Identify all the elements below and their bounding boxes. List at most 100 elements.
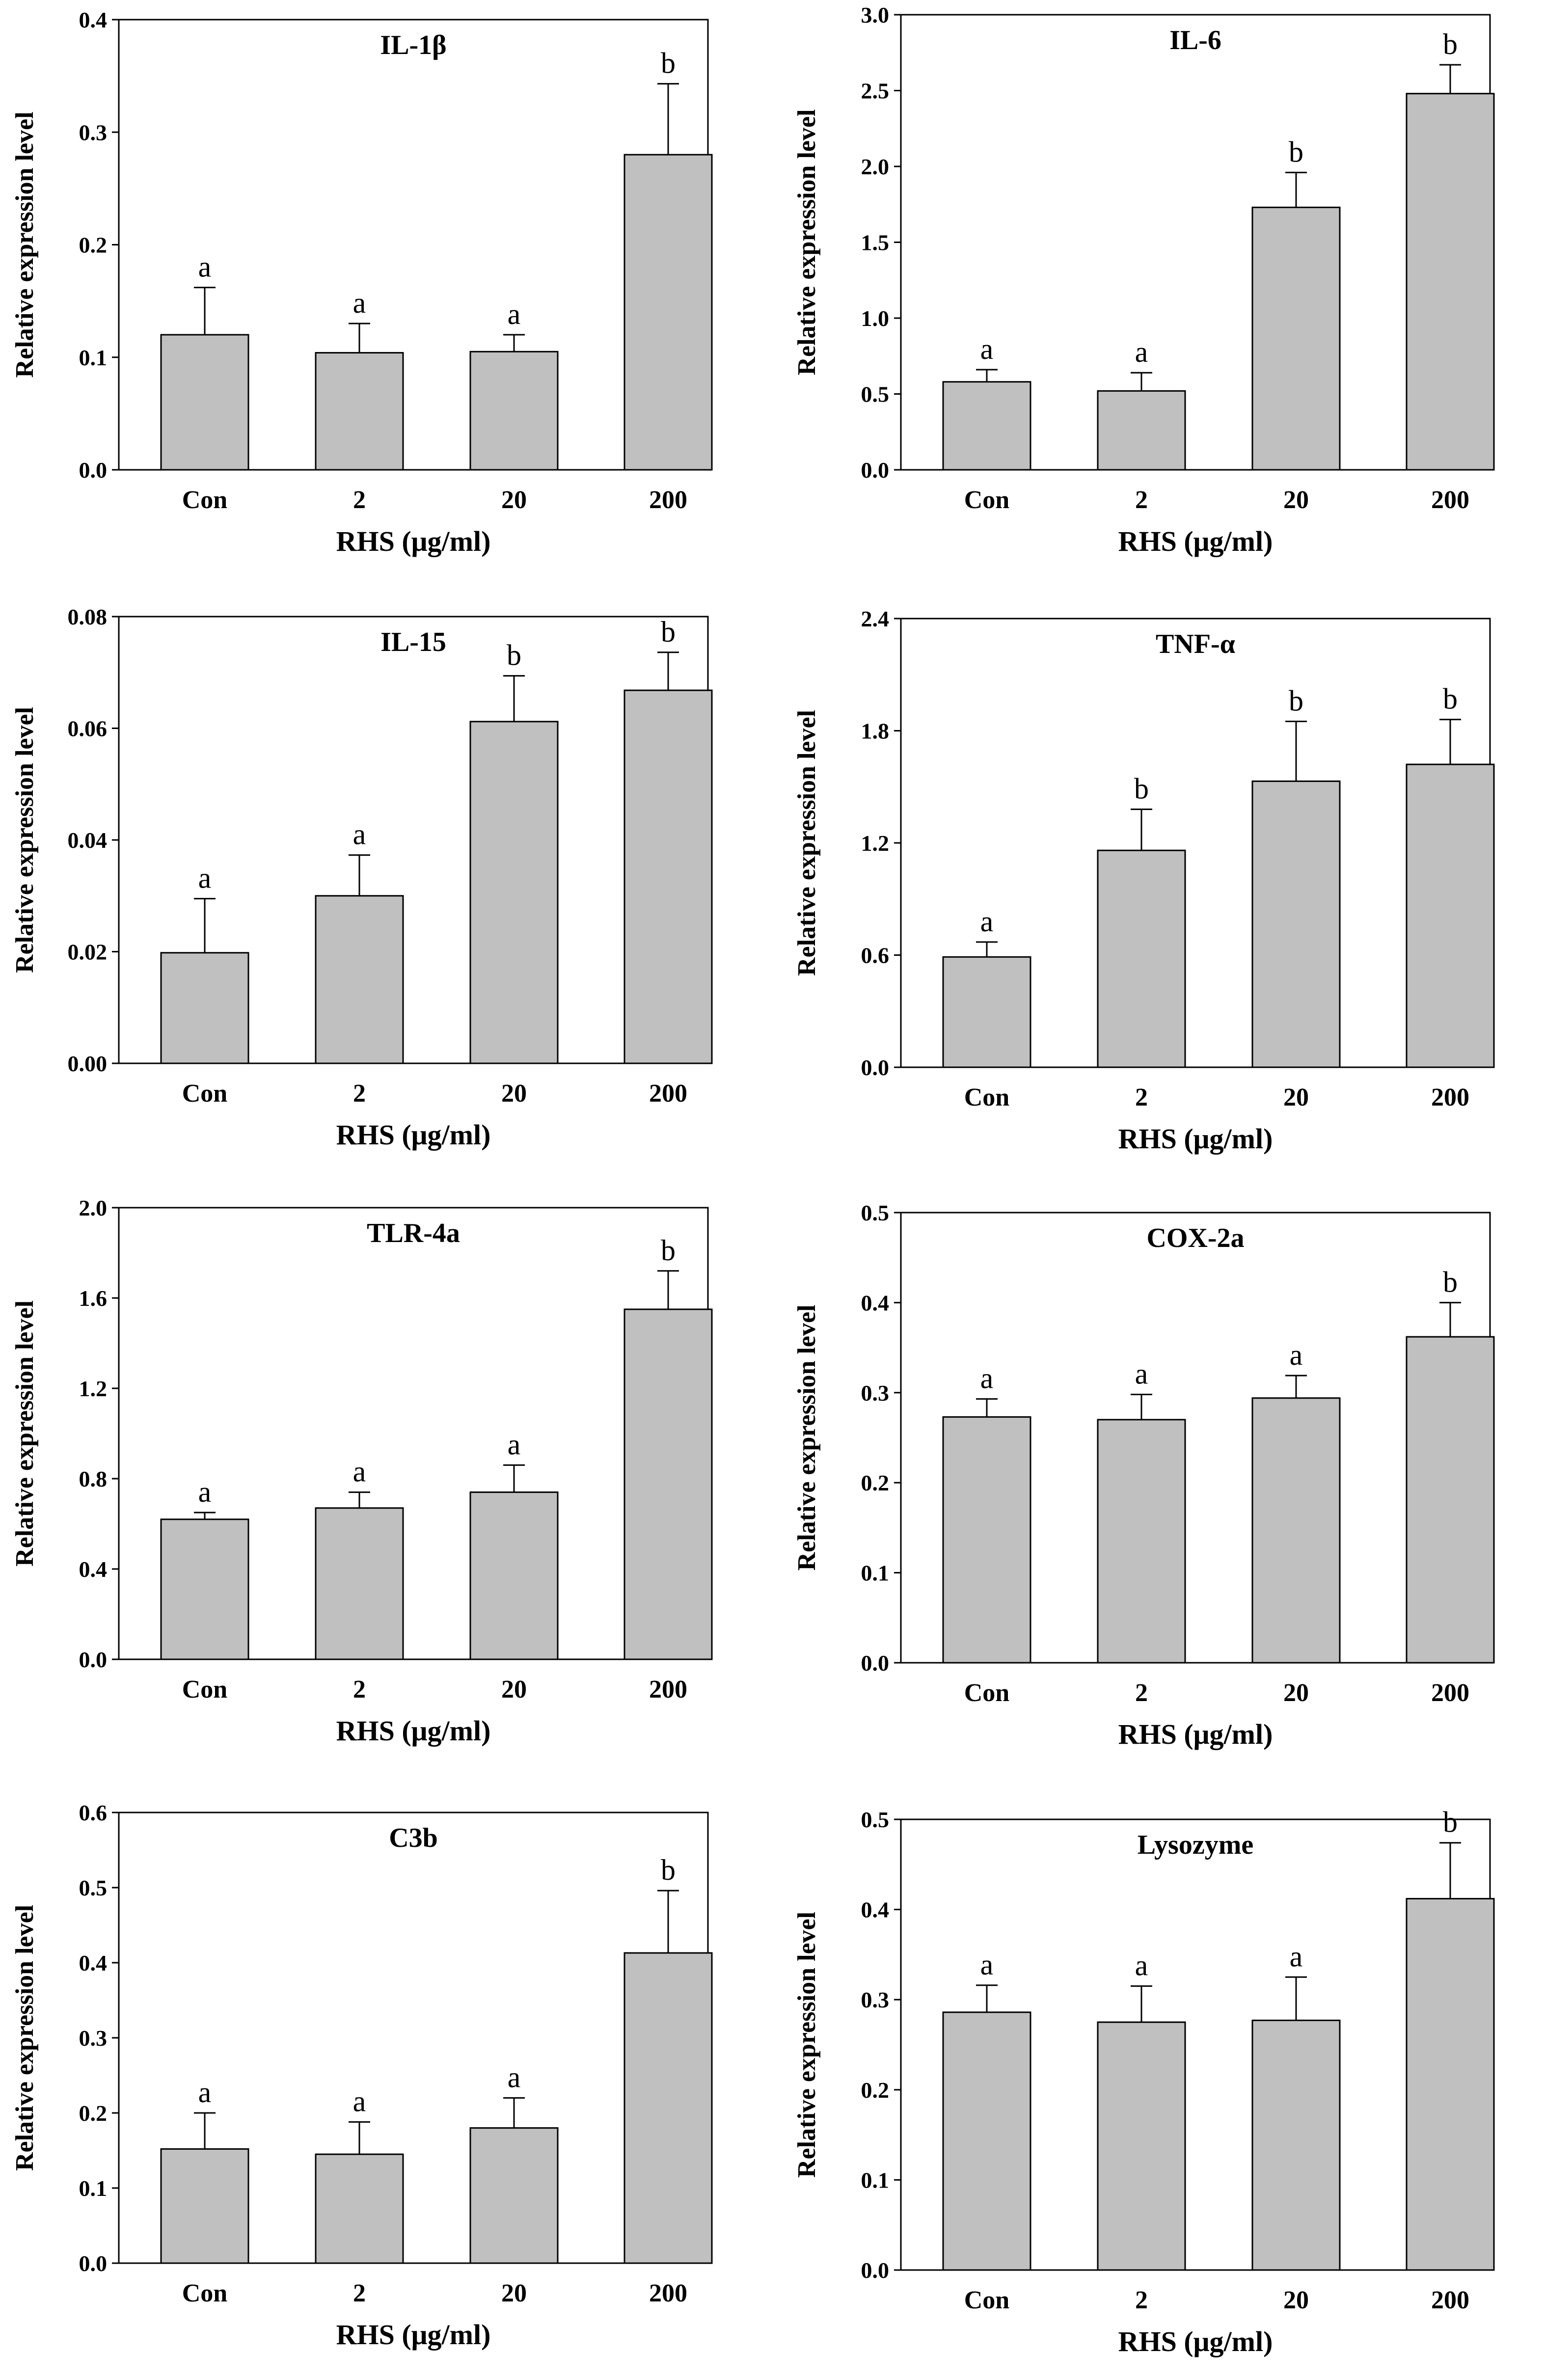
y-tick-label: 0.04	[68, 828, 108, 853]
y-tick-label: 0.2	[861, 2078, 890, 2103]
y-tick-label: 0.1	[79, 2176, 108, 2201]
x-tick-label: 2	[353, 1676, 366, 1704]
significance-label: b	[1289, 135, 1303, 168]
y-tick-label: 0.0	[861, 1055, 890, 1080]
y-tick-label: 2.4	[861, 606, 890, 631]
x-tick-label: 200	[1431, 486, 1469, 514]
bar	[469, 721, 559, 1064]
y-tick-label: 1.8	[861, 719, 890, 744]
y-tick-label: 2.0	[861, 154, 890, 179]
significance-label: a	[1290, 1940, 1303, 1973]
significance-label: a	[1135, 1357, 1148, 1390]
x-tick-label: Con	[964, 1083, 1010, 1111]
y-tick-label: 1.2	[79, 1376, 108, 1401]
y-tick-label: 0.4	[79, 7, 108, 32]
x-tick-label: Con	[182, 1676, 228, 1704]
bar	[1097, 2021, 1186, 2271]
chart-panel-6: 0.0 0.1 0.2 0.3 0.4 0.5 a Con a 2 a 20 b 200 COX-2a RHS…	[793, 1200, 1495, 1750]
x-tick-label: 200	[649, 2279, 687, 2307]
bar	[1406, 763, 1495, 1068]
significance-label: b	[507, 639, 521, 672]
y-tick-label: 0.6	[79, 1800, 108, 1825]
bar	[1406, 1898, 1495, 2271]
x-axis-title: RHS (μg/ml)	[1118, 2326, 1273, 2357]
significance-label: b	[661, 47, 676, 80]
x-axis-title: RHS (μg/ml)	[1118, 525, 1273, 557]
bar	[1097, 1419, 1186, 1664]
y-tick-label: 0.06	[68, 716, 108, 741]
y-tick-label: 0.5	[79, 1875, 108, 1900]
significance-label: a	[1135, 336, 1148, 368]
significance-label: b	[661, 1854, 676, 1886]
y-tick-label: 0.0	[79, 458, 108, 483]
x-tick-label: Con	[964, 1679, 1010, 1707]
y-tick-label: 0.4	[79, 1950, 108, 1975]
y-axis-title: Relative expression level	[11, 111, 39, 378]
chart-title: C3b	[389, 1823, 438, 1853]
bar	[1251, 206, 1341, 471]
chart-title: Lysozyme	[1138, 1830, 1253, 1860]
chart-title: TLR-4a	[367, 1218, 460, 1248]
chart-title: IL-6	[1169, 25, 1221, 55]
significance-label: a	[980, 1948, 994, 1981]
x-tick-label: Con	[182, 486, 228, 514]
y-axis-title: Relative expression level	[793, 1304, 821, 1570]
y-tick-label: 0.0	[861, 458, 890, 483]
y-tick-label: 0.08	[68, 604, 108, 629]
y-tick-label: 0.2	[79, 2101, 108, 2126]
x-axis-title: RHS (μg/ml)	[336, 525, 491, 557]
x-tick-label: 2	[353, 2279, 366, 2307]
chart-title: IL-1β	[380, 30, 446, 60]
bar	[1097, 849, 1186, 1068]
y-tick-label: 0.4	[861, 1897, 890, 1922]
y-tick-label: 0.02	[68, 940, 108, 965]
significance-label: a	[353, 287, 366, 319]
x-tick-label: 20	[501, 1676, 527, 1704]
y-tick-label: 0.0	[861, 1650, 890, 1676]
significance-label: a	[1135, 1949, 1148, 1982]
x-tick-label: 20	[1283, 1679, 1309, 1707]
significance-label: a	[508, 2061, 521, 2093]
significance-label: a	[198, 862, 212, 894]
significance-label: a	[508, 298, 521, 330]
significance-label: a	[1290, 1339, 1303, 1371]
x-tick-label: 20	[1283, 1083, 1309, 1111]
bar	[469, 2127, 559, 2264]
significance-label: a	[980, 905, 994, 938]
y-tick-label: 0.5	[861, 1807, 890, 1832]
bar	[315, 352, 404, 471]
significance-label: b	[1443, 1266, 1458, 1298]
bar	[469, 1491, 559, 1660]
chart-panel-7: 0.0 0.1 0.2 0.3 0.4 0.5 0.6 a Con a 2 a 20 b 200 C3b RHS…	[11, 1800, 713, 2351]
x-tick-label: Con	[182, 2279, 228, 2307]
bar	[160, 1518, 249, 1660]
x-tick-label: 2	[353, 486, 366, 514]
y-tick-label: 3.0	[861, 2, 890, 27]
y-tick-label: 0.2	[861, 1470, 890, 1495]
x-tick-label: 20	[1283, 2286, 1309, 2314]
y-tick-label: 0.2	[79, 233, 108, 258]
y-tick-label: 0.6	[861, 943, 890, 968]
y-tick-label: 0.8	[79, 1466, 108, 1491]
y-tick-label: 0.1	[79, 345, 108, 370]
x-axis-title: RHS (μg/ml)	[1118, 1123, 1273, 1155]
y-tick-label: 1.0	[861, 306, 890, 331]
bar	[942, 381, 1031, 471]
y-tick-label: 0.3	[861, 1380, 890, 1406]
y-tick-label: 0.4	[79, 1557, 108, 1582]
significance-label: a	[353, 2085, 366, 2117]
significance-label: b	[661, 1234, 676, 1267]
bar	[623, 154, 713, 471]
y-axis-title: Relative expression level	[11, 1905, 39, 2171]
x-tick-label: 200	[1431, 2286, 1469, 2314]
bar	[160, 2148, 249, 2264]
y-tick-label: 0.0	[79, 1647, 108, 1672]
bar	[1406, 1336, 1495, 1664]
y-tick-label: 0.3	[79, 2026, 108, 2051]
y-tick-label: 2.5	[861, 79, 890, 104]
bar	[1097, 390, 1186, 471]
x-tick-label: 2	[1135, 486, 1148, 514]
y-axis-title: Relative expression level	[11, 1300, 39, 1567]
y-axis-title: Relative expression level	[793, 1912, 821, 2178]
significance-label: b	[661, 616, 676, 648]
